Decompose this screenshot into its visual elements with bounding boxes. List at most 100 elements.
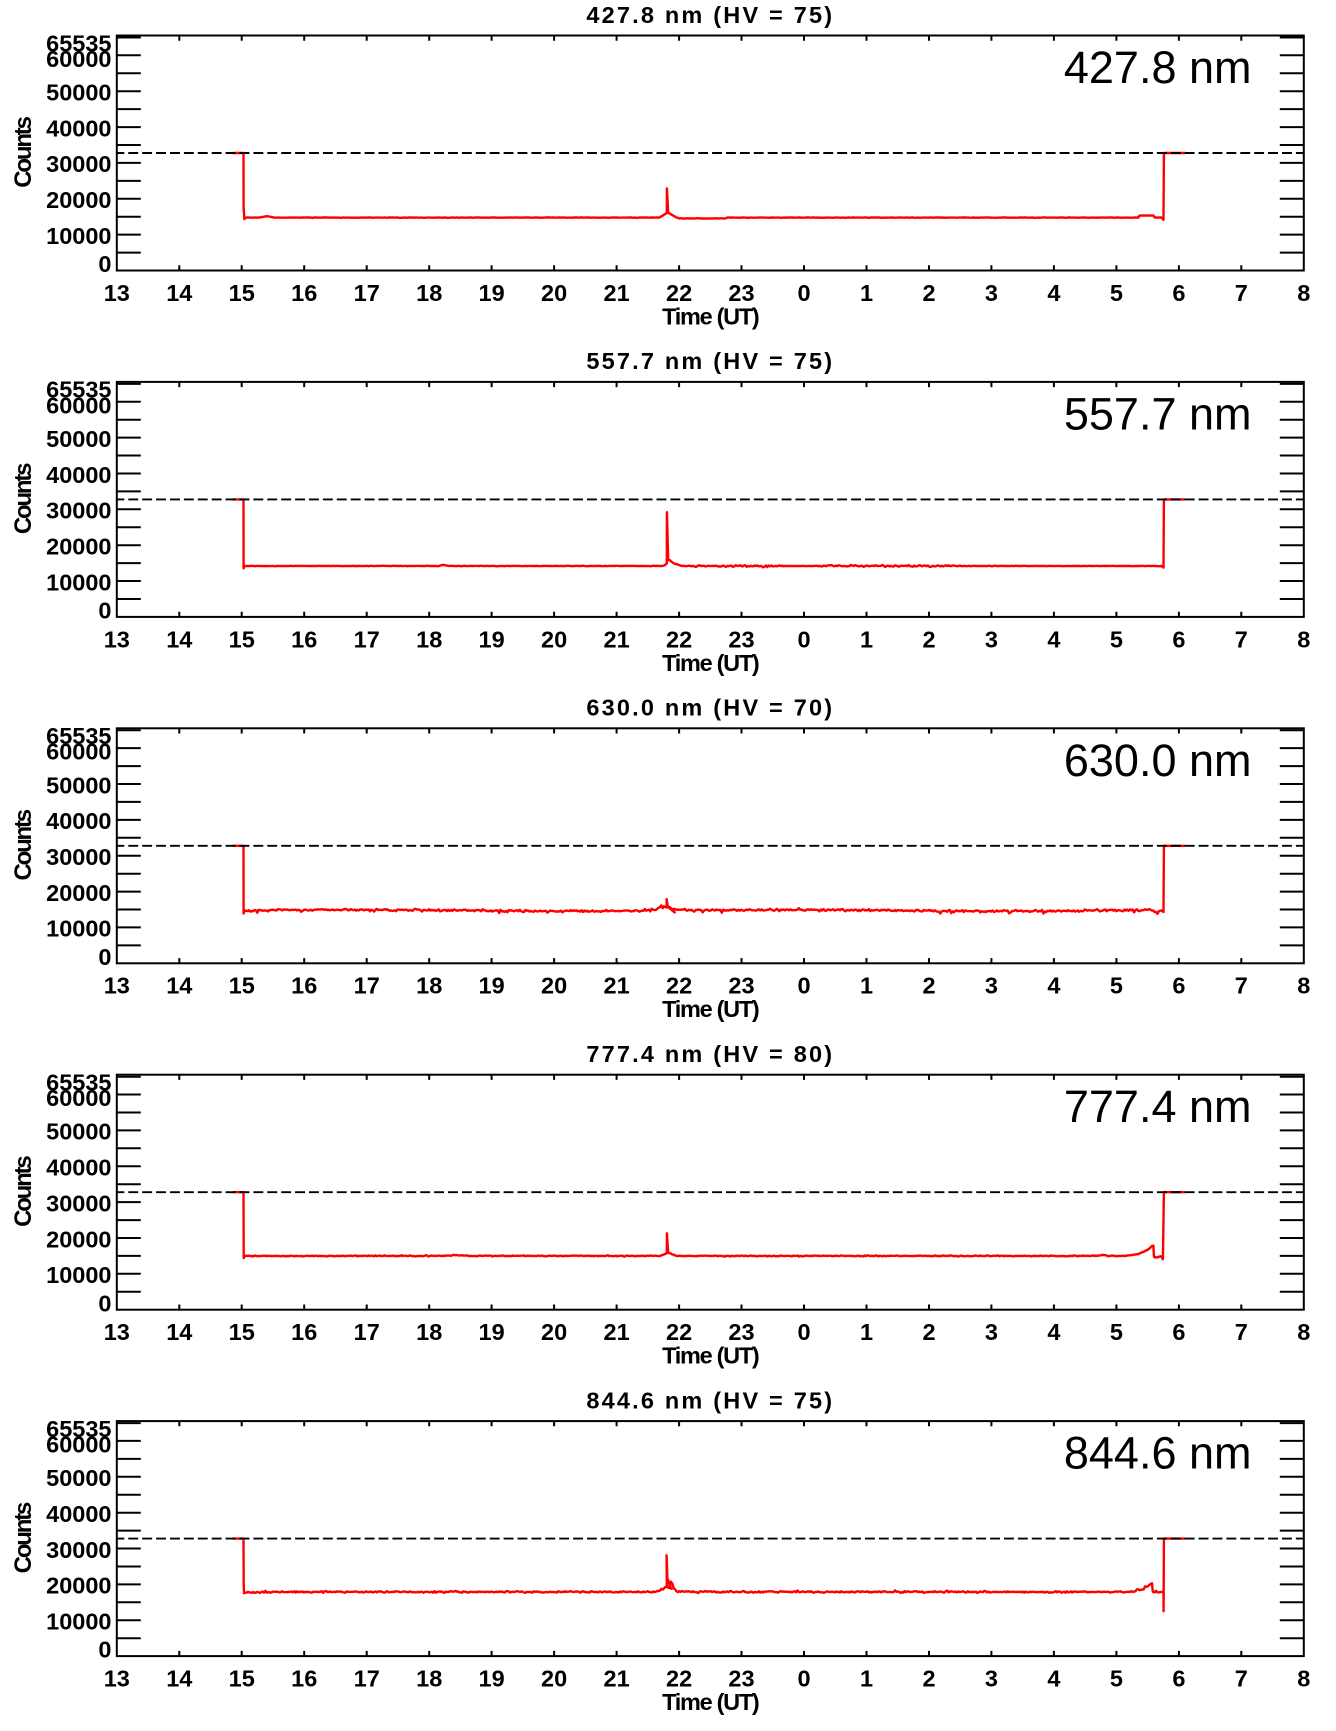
svg-text:557.7 nm: 557.7 nm — [1064, 388, 1252, 439]
svg-text:23: 23 — [728, 1666, 754, 1692]
svg-text:40000: 40000 — [46, 115, 111, 141]
svg-text:7: 7 — [1235, 280, 1248, 306]
svg-text:1: 1 — [860, 626, 873, 652]
svg-text:10000: 10000 — [46, 569, 111, 595]
svg-text:0: 0 — [797, 280, 810, 306]
svg-text:7: 7 — [1235, 973, 1248, 999]
svg-text:19: 19 — [479, 1319, 505, 1345]
svg-text:23: 23 — [728, 280, 754, 306]
svg-text:22: 22 — [666, 280, 692, 306]
svg-text:6: 6 — [1172, 973, 1185, 999]
svg-text:20: 20 — [541, 1666, 567, 1692]
svg-text:0: 0 — [797, 626, 810, 652]
svg-text:6: 6 — [1172, 626, 1185, 652]
svg-text:23: 23 — [728, 973, 754, 999]
svg-text:22: 22 — [666, 1666, 692, 1692]
svg-text:40000: 40000 — [46, 462, 111, 488]
svg-text:2: 2 — [922, 1666, 935, 1692]
svg-text:13: 13 — [104, 973, 130, 999]
svg-text:6: 6 — [1172, 280, 1185, 306]
svg-text:50000: 50000 — [46, 772, 111, 798]
svg-text:14: 14 — [166, 973, 192, 999]
svg-text:50000: 50000 — [46, 80, 111, 106]
svg-text:8: 8 — [1297, 626, 1310, 652]
svg-text:18: 18 — [416, 973, 442, 999]
svg-text:2: 2 — [922, 280, 935, 306]
svg-text:17: 17 — [354, 626, 380, 652]
svg-text:8: 8 — [1297, 280, 1310, 306]
svg-text:6: 6 — [1172, 1319, 1185, 1345]
svg-text:427.8 nm (HV = 75): 427.8 nm (HV = 75) — [586, 2, 834, 28]
svg-text:17: 17 — [354, 1666, 380, 1692]
svg-text:21: 21 — [604, 1666, 630, 1692]
svg-text:8: 8 — [1297, 973, 1310, 999]
svg-text:Counts: Counts — [10, 116, 37, 187]
svg-text:Counts: Counts — [10, 1156, 37, 1227]
svg-text:40000: 40000 — [46, 1155, 111, 1181]
svg-text:0: 0 — [797, 973, 810, 999]
svg-text:23: 23 — [728, 1319, 754, 1345]
svg-text:60000: 60000 — [46, 1432, 111, 1458]
svg-text:16: 16 — [291, 1319, 317, 1345]
svg-text:630.0 nm: 630.0 nm — [1064, 735, 1252, 786]
svg-text:10000: 10000 — [46, 916, 111, 942]
svg-text:19: 19 — [479, 973, 505, 999]
svg-text:16: 16 — [291, 626, 317, 652]
svg-text:3: 3 — [985, 973, 998, 999]
svg-text:18: 18 — [416, 626, 442, 652]
svg-text:21: 21 — [604, 1319, 630, 1345]
svg-text:21: 21 — [604, 280, 630, 306]
svg-text:3: 3 — [985, 280, 998, 306]
svg-text:30000: 30000 — [46, 1537, 111, 1563]
svg-text:60000: 60000 — [46, 392, 111, 418]
svg-text:65535: 65535 — [46, 1416, 111, 1442]
svg-text:20: 20 — [541, 280, 567, 306]
svg-text:0: 0 — [98, 944, 111, 970]
svg-text:777.4 nm (HV = 80): 777.4 nm (HV = 80) — [586, 1041, 834, 1067]
svg-text:844.6 nm (HV = 75): 844.6 nm (HV = 75) — [586, 1387, 834, 1413]
svg-text:0: 0 — [98, 251, 111, 277]
svg-text:50000: 50000 — [46, 1119, 111, 1145]
svg-text:1: 1 — [860, 973, 873, 999]
svg-text:20: 20 — [541, 1319, 567, 1345]
svg-text:13: 13 — [104, 626, 130, 652]
svg-text:40000: 40000 — [46, 808, 111, 834]
svg-text:5: 5 — [1110, 626, 1123, 652]
svg-text:14: 14 — [166, 1666, 192, 1692]
svg-text:65535: 65535 — [46, 1070, 111, 1096]
svg-text:15: 15 — [229, 973, 255, 999]
svg-text:15: 15 — [229, 1319, 255, 1345]
svg-text:21: 21 — [604, 626, 630, 652]
svg-text:15: 15 — [229, 280, 255, 306]
svg-text:20000: 20000 — [46, 1573, 111, 1599]
svg-text:5: 5 — [1110, 1666, 1123, 1692]
svg-text:0: 0 — [98, 1290, 111, 1316]
svg-text:16: 16 — [291, 973, 317, 999]
svg-text:17: 17 — [354, 280, 380, 306]
svg-text:20000: 20000 — [46, 1226, 111, 1252]
svg-text:8: 8 — [1297, 1666, 1310, 1692]
svg-text:Time (UT): Time (UT) — [662, 1343, 759, 1369]
svg-text:4: 4 — [1047, 626, 1060, 652]
svg-text:8: 8 — [1297, 1319, 1310, 1345]
svg-text:30000: 30000 — [46, 1190, 111, 1216]
svg-text:Time (UT): Time (UT) — [662, 303, 759, 329]
svg-text:0: 0 — [797, 1666, 810, 1692]
svg-text:16: 16 — [291, 1666, 317, 1692]
svg-text:Counts: Counts — [10, 1502, 37, 1573]
svg-text:7: 7 — [1235, 1319, 1248, 1345]
svg-text:630.0 nm (HV = 70): 630.0 nm (HV = 70) — [586, 695, 834, 721]
svg-text:10000: 10000 — [46, 223, 111, 249]
svg-text:Time (UT): Time (UT) — [662, 996, 759, 1022]
svg-text:13: 13 — [104, 280, 130, 306]
svg-text:4: 4 — [1047, 1666, 1060, 1692]
svg-text:18: 18 — [416, 1319, 442, 1345]
svg-text:30000: 30000 — [46, 498, 111, 524]
svg-text:22: 22 — [666, 626, 692, 652]
svg-text:60000: 60000 — [46, 739, 111, 765]
svg-text:0: 0 — [98, 1637, 111, 1663]
svg-text:20: 20 — [541, 973, 567, 999]
svg-text:30000: 30000 — [46, 844, 111, 870]
svg-text:14: 14 — [166, 280, 192, 306]
svg-text:65535: 65535 — [46, 723, 111, 749]
